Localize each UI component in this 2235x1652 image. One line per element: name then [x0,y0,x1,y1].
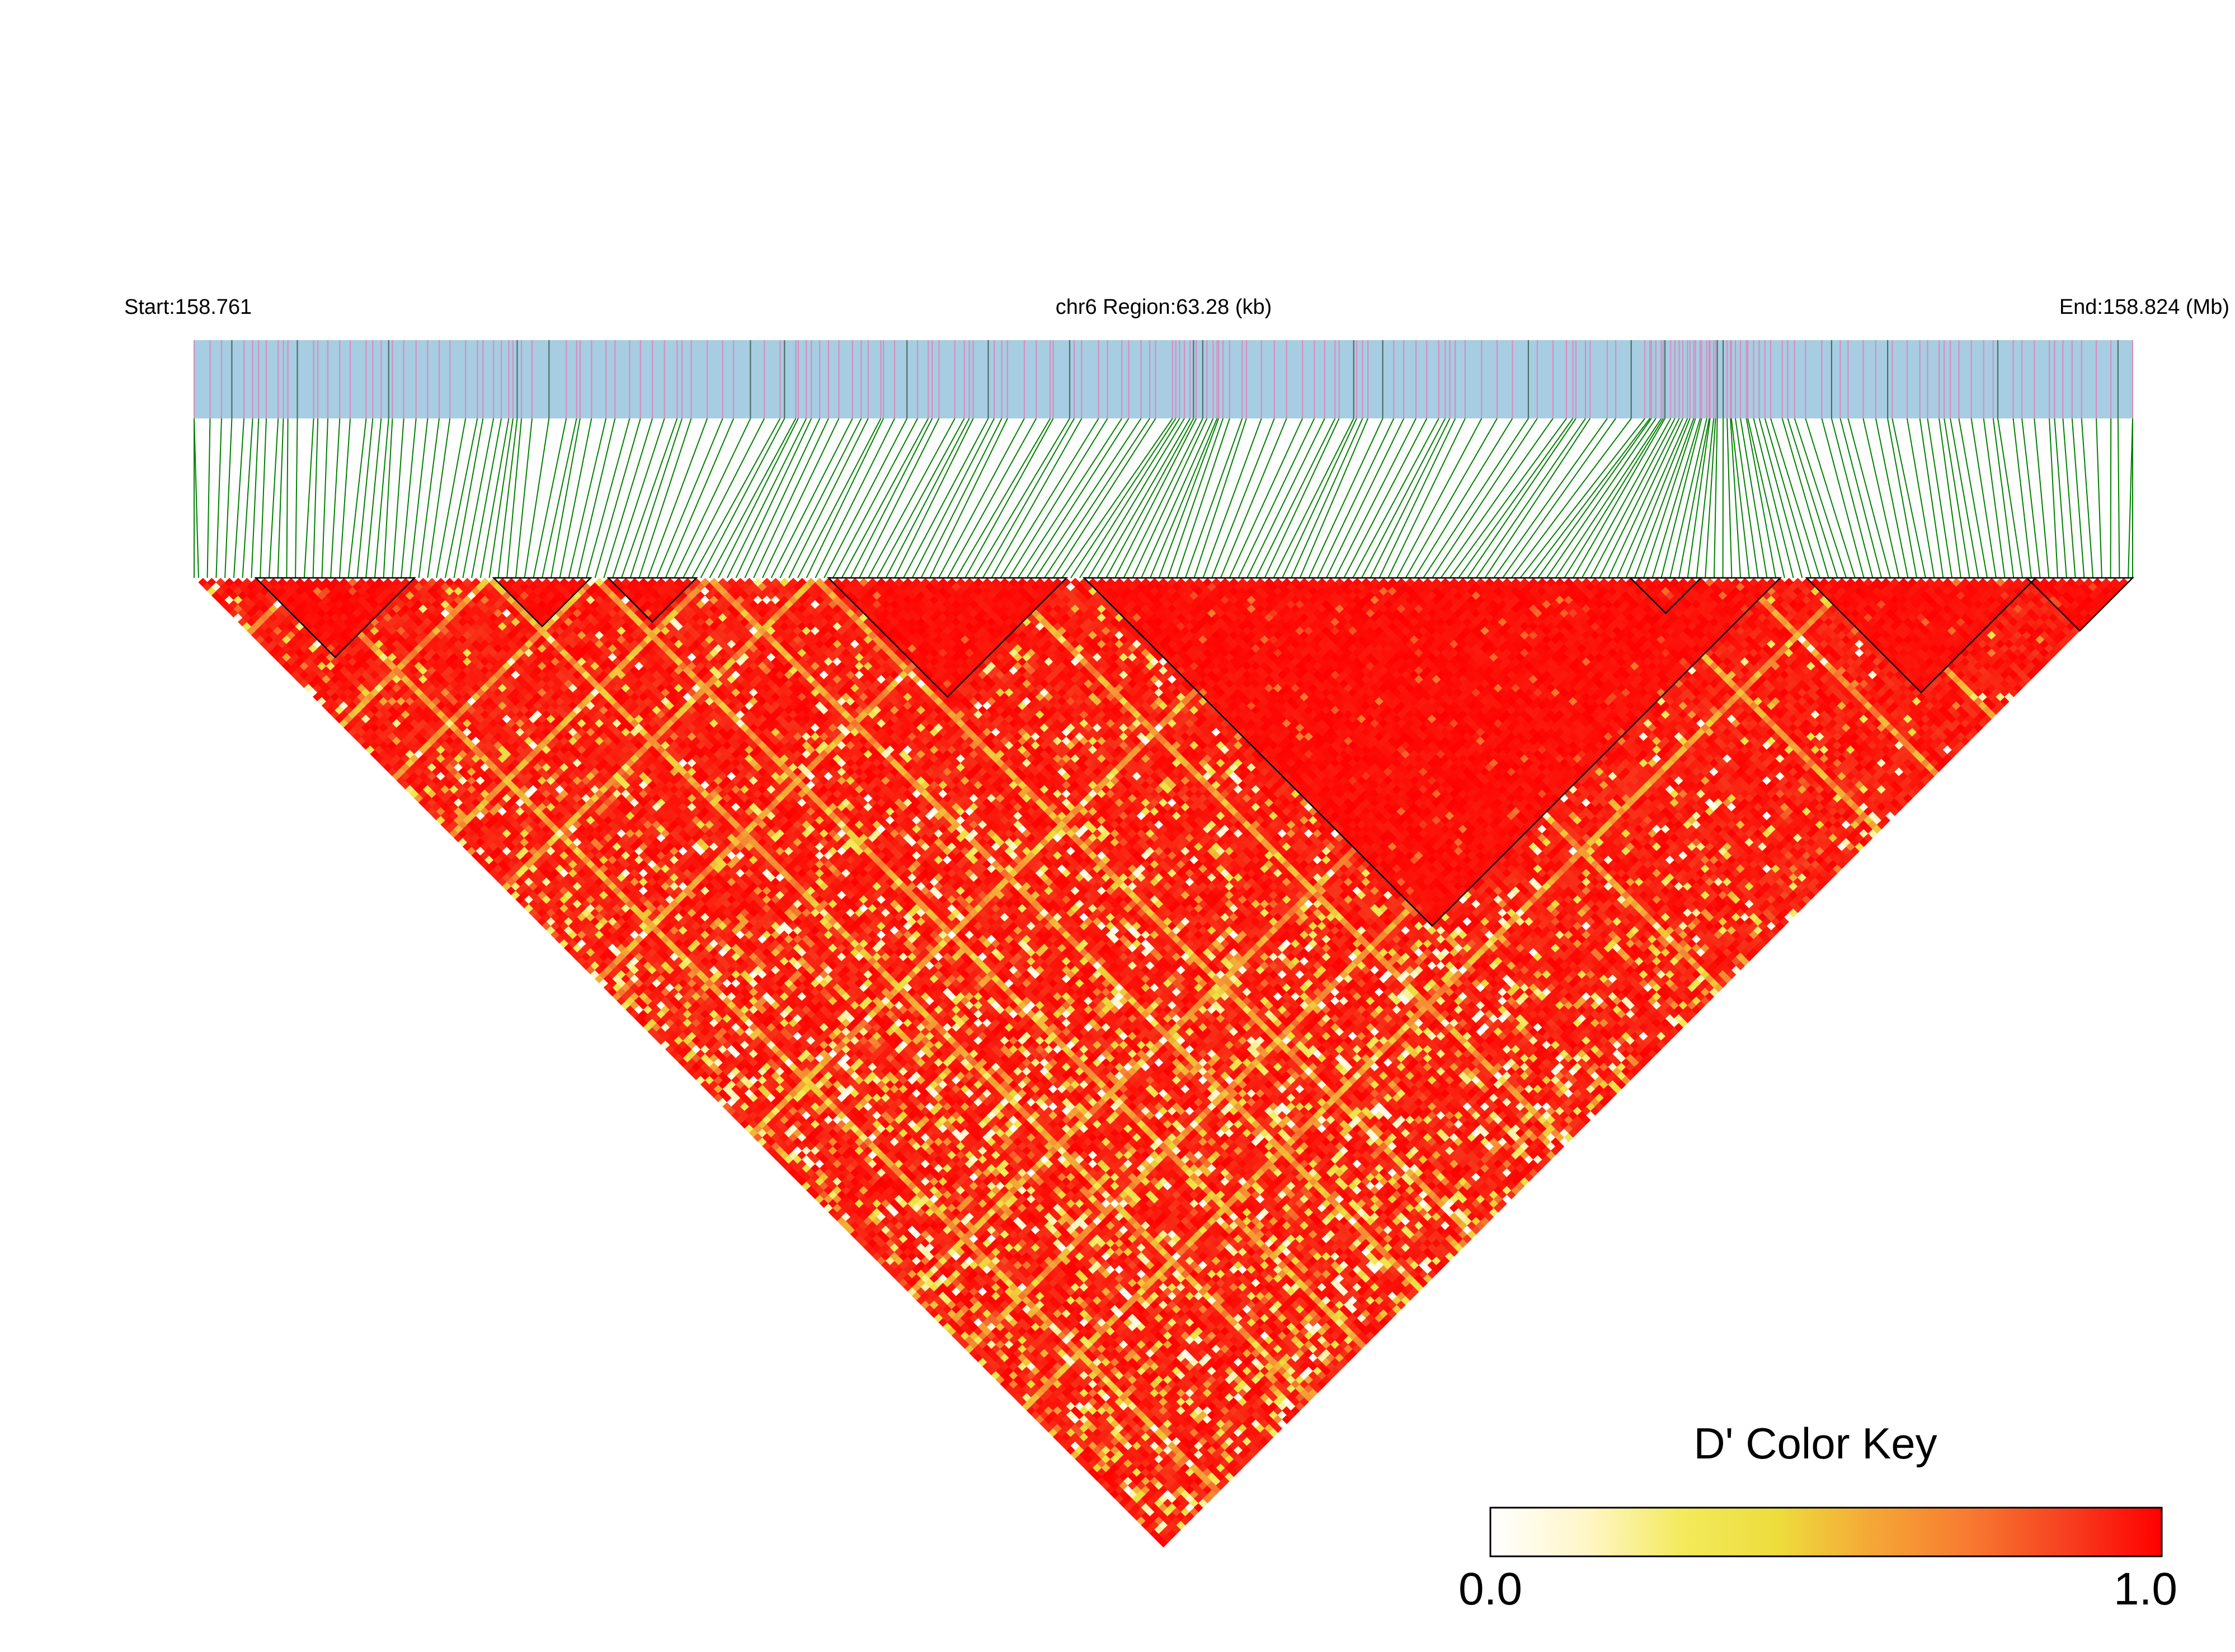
start-position-label: Start:158.761 [124,295,252,319]
ld-cell [207,578,217,587]
region-label: chr6 Region:63.28 (kb) [1056,295,1272,319]
ld-cell [215,578,225,587]
snp-track-background [194,340,2133,418]
ld-cell [198,578,208,587]
end-position-label: End:158.824 (Mb) [2059,295,2229,319]
snp-track [193,340,2134,418]
ld-cell [224,578,234,587]
snp-connector-lines [194,418,2133,578]
ld-cells [198,578,2129,1548]
ld-triangle-heatmap [198,577,2135,1548]
snp-ticks [193,340,2134,418]
snp-connector-panel [194,418,2133,578]
